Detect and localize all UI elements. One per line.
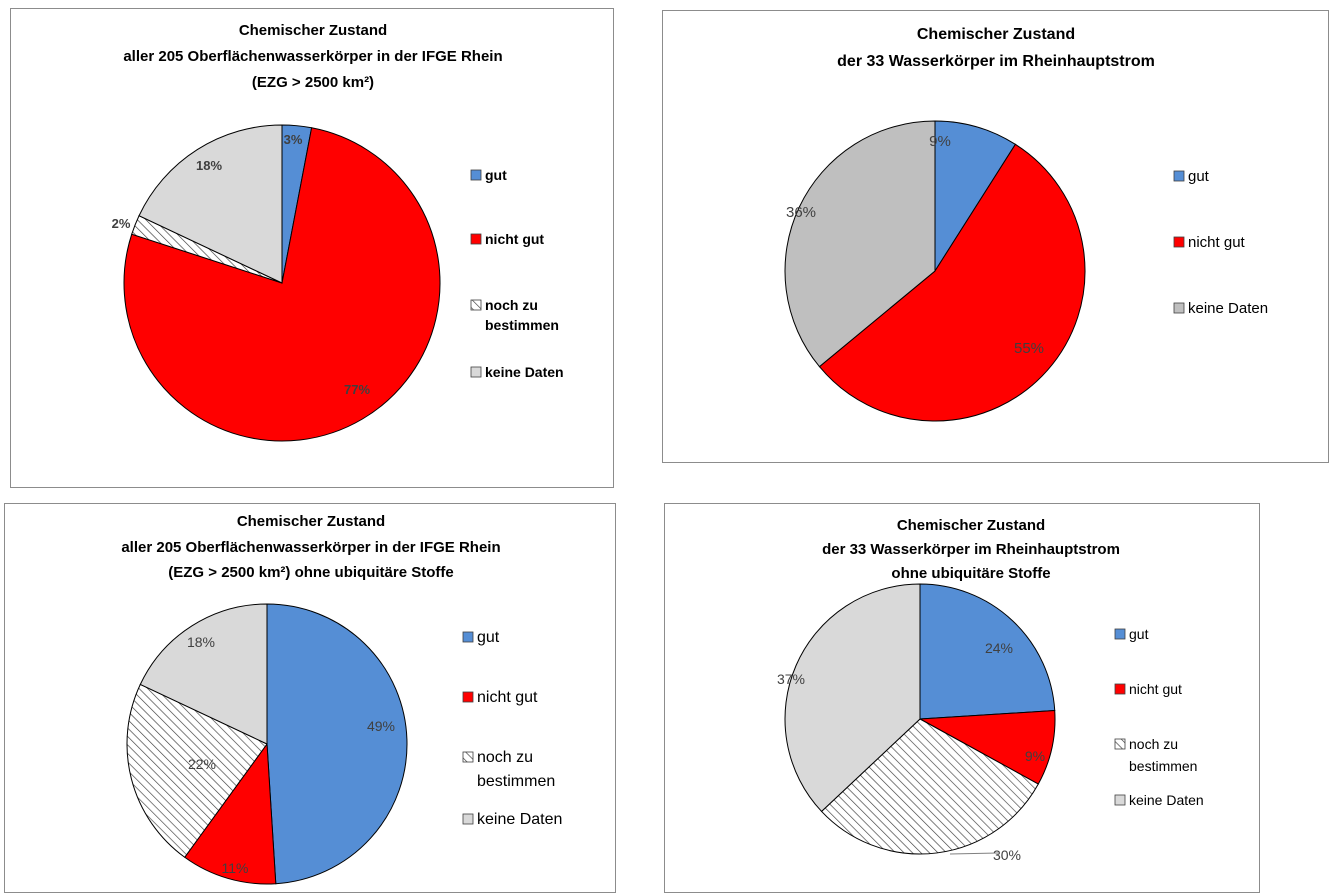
legend-label: gut [485, 167, 507, 183]
data-label: 37% [777, 671, 805, 687]
legend-label: noch zu [1129, 736, 1178, 752]
legend-swatch [1114, 738, 1126, 750]
legend-swatch [1173, 236, 1185, 248]
legend-swatch [462, 631, 474, 643]
chart-title-line: ohne ubiquitäre Stoffe [891, 565, 1050, 582]
legend-label: nicht gut [477, 689, 538, 706]
legend-swatch [470, 366, 482, 378]
chart-title-line: (EZG > 2500 km²) [252, 74, 374, 91]
legend-label: keine Daten [1129, 792, 1204, 808]
data-label: 24% [985, 640, 1013, 656]
data-label: 22% [188, 756, 216, 772]
legend-label: gut [477, 629, 500, 646]
legend-swatch [462, 751, 474, 763]
pie-slice-nicht-gut [123, 127, 441, 442]
data-label: 2% [112, 216, 131, 231]
pie-chart-2: Chemischer Zustand der 33 Wasserkörper im… [784, 26, 1268, 422]
chart-title-line: (EZG > 2500 km²) ohne ubiquitäre Stoffe [168, 564, 453, 581]
legend-swatch [1173, 170, 1185, 182]
pie-chart-4: Chemischer Zustand der 33 Wasserkörper im… [777, 517, 1204, 863]
pie-slice-keine-Daten [139, 603, 268, 745]
pie-slice-noch-zu-bestimmen [820, 718, 1039, 855]
data-label: 36% [786, 204, 816, 221]
data-label: 18% [196, 158, 222, 173]
legend-label: nicht gut [1188, 234, 1246, 251]
data-label: 55% [1014, 340, 1044, 357]
pie-slice-gut [934, 120, 1017, 273]
chart-title-line: Chemischer Zustand [239, 22, 387, 39]
legend-swatch [470, 169, 482, 181]
legend-label: gut [1188, 168, 1210, 185]
legend-label: bestimmen [477, 773, 555, 790]
chart-title-line: aller 205 Oberflächenwasserkörper in der… [121, 539, 500, 556]
data-label: 30% [993, 847, 1021, 863]
pie-slice-keine-Daten [784, 120, 936, 368]
pie-slice-nicht-gut [818, 143, 1086, 422]
chart-title-line: Chemischer Zustand [917, 26, 1075, 43]
legend-swatch [462, 813, 474, 825]
pie-chart-3: Chemischer Zustand aller 205 Oberflächenw… [121, 513, 562, 885]
chart-title-line: aller 205 Oberflächenwasserkörper in der… [123, 48, 502, 65]
legend-swatch [1114, 683, 1126, 695]
chart-title-line: der 33 Wasserkörper im Rheinhauptstrom [822, 541, 1120, 558]
data-label: 11% [222, 860, 249, 876]
legend-label: bestimmen [485, 317, 559, 333]
data-label: 77% [344, 382, 370, 397]
legend-label: noch zu [477, 749, 533, 766]
legend-swatch [470, 299, 482, 311]
legend-label: bestimmen [1129, 758, 1197, 774]
data-label: 9% [929, 133, 951, 150]
legend-label: keine Daten [477, 811, 562, 828]
chart-panel-2: Chemischer Zustand der 33 Wasserkörper im… [662, 10, 1329, 463]
legend-swatch [1173, 302, 1185, 314]
chart-title-line: Chemischer Zustand [237, 513, 385, 530]
legend-swatch [470, 233, 482, 245]
legend-swatch [462, 691, 474, 703]
chart-panel-3: Chemischer Zustand aller 205 Oberflächenw… [4, 503, 616, 893]
data-label: 49% [367, 718, 395, 734]
legend-label: noch zu [485, 297, 538, 313]
pie-slice-keine-Daten [784, 583, 921, 813]
chart-title-line: der 33 Wasserkörper im Rheinhauptstrom [837, 53, 1155, 70]
legend-swatch [1114, 628, 1126, 640]
data-label: 9% [1025, 748, 1045, 764]
legend-label: keine Daten [1188, 300, 1268, 317]
leader-line [949, 852, 999, 855]
pie-slice-keine-Daten [138, 124, 283, 284]
chart-panel-4: Chemischer Zustand der 33 Wasserkörper im… [664, 503, 1260, 893]
legend-label: nicht gut [485, 231, 544, 247]
chart-title-line: Chemischer Zustand [897, 517, 1045, 534]
legend-label: nicht gut [1129, 681, 1182, 697]
pie-slice-gut [266, 603, 408, 885]
legend-label: gut [1129, 626, 1149, 642]
pie-chart-1: Chemischer Zustand aller 205 Oberflächenw… [112, 22, 564, 442]
data-label: 18% [187, 634, 215, 650]
chart-panel-1: Chemischer Zustand aller 205 Oberflächenw… [10, 8, 614, 488]
data-label: 3% [284, 132, 303, 147]
legend-label: keine Daten [485, 364, 564, 380]
legend-swatch [1114, 794, 1126, 806]
pie-slice-gut [919, 583, 1056, 720]
